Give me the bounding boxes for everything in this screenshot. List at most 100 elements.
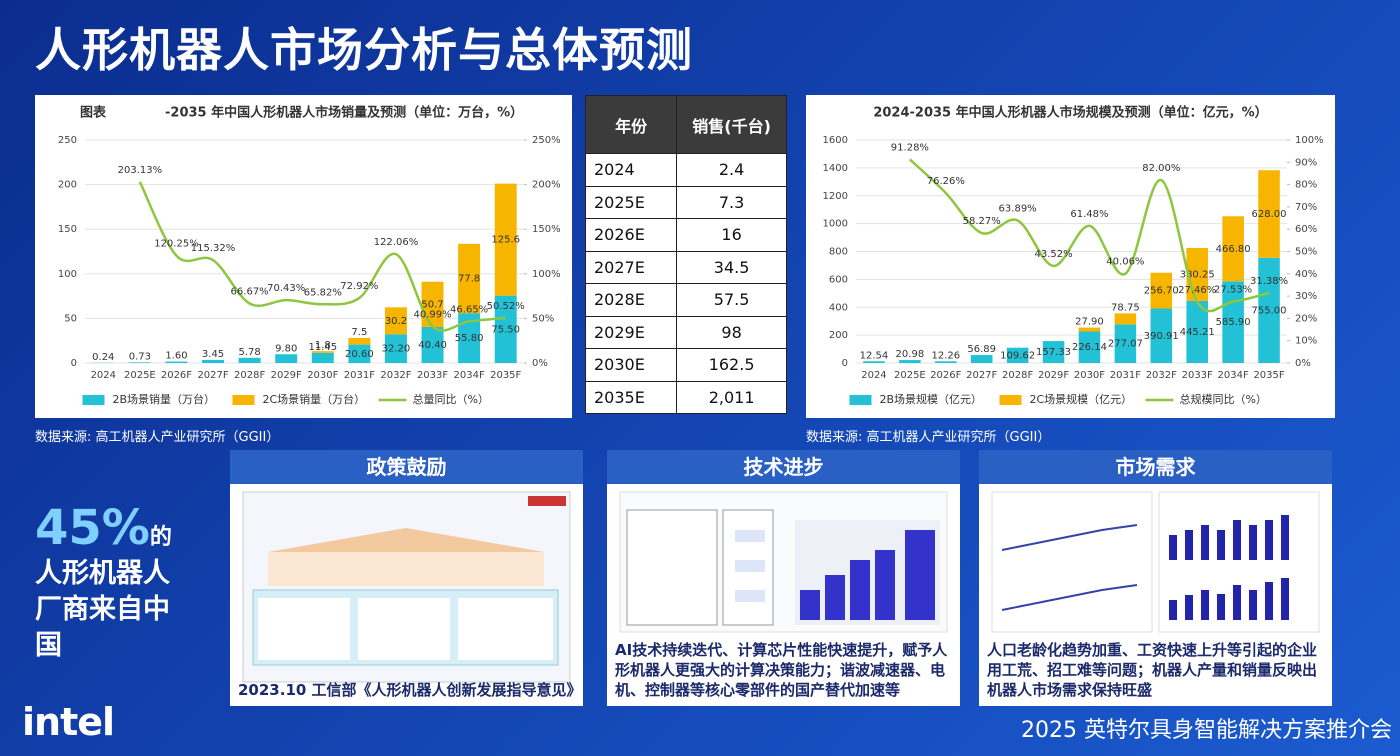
bar-segment [899, 360, 921, 363]
data-label: 256.70 [1144, 286, 1179, 297]
data-label: 30.2 [385, 316, 407, 327]
bar-segment [238, 357, 261, 363]
data-label: 11.45 [308, 342, 337, 353]
bar-segment [494, 295, 517, 363]
table-cell: 57.5 [676, 283, 787, 317]
bar-segment [128, 362, 151, 363]
x-tick-label: 2027F [197, 370, 228, 381]
panel-image [242, 491, 571, 683]
bar-segment [311, 351, 334, 353]
bar-segment [1078, 331, 1101, 363]
y-tick-label: 250 [58, 135, 77, 146]
bar-segment [1150, 308, 1173, 363]
data-label: 466.80 [1216, 244, 1251, 255]
table-cell: 2030E [584, 348, 678, 382]
line-label: 76.26% [927, 176, 965, 187]
bar-segment [494, 183, 517, 296]
data-label: 3.45 [202, 349, 224, 360]
bar-segment [165, 361, 188, 363]
line-label: 120.25% [154, 239, 199, 250]
line-label: 46.65% [450, 304, 488, 315]
table-cell: 34.5 [676, 250, 787, 284]
bar-segment [1150, 272, 1173, 309]
x-tick-label: 2026F [930, 370, 961, 381]
bar-segment [1042, 341, 1065, 363]
y2-tick-label: 150% [532, 224, 561, 235]
data-label: 56.89 [967, 344, 996, 355]
y-tick-label: 1200 [823, 191, 848, 202]
x-tick-label: 2033F [1182, 370, 1213, 381]
y2-tick-label: 100% [1295, 135, 1324, 146]
bar-segment [1114, 324, 1137, 363]
panel-image [619, 491, 948, 633]
y-tick-label: 800 [829, 247, 848, 258]
bar-segment [863, 361, 885, 363]
table-cell: 2027E [584, 250, 678, 284]
panel: 市场需求 人口老龄化趋势加重、工资快速上升等引起的企业用工荒、招工难等问题；机器… [979, 450, 1332, 706]
table-cell: 2025E [584, 185, 678, 219]
table-cell: 2029E [584, 315, 678, 349]
bar-segment [311, 352, 334, 363]
data-label: 1.8 [315, 340, 331, 351]
line-label: 70.43% [267, 283, 305, 294]
y-tick-label: 0 [842, 358, 848, 369]
table-cell: 2026E [584, 218, 678, 252]
line-label: 40.06% [1106, 257, 1144, 268]
data-label: 12.54 [860, 350, 889, 361]
data-label: 9.80 [275, 343, 297, 354]
data-label: 0.73 [129, 351, 151, 362]
source-note: 数据来源: 高工机器人产业研究所（GGII） [806, 430, 1051, 445]
chart-title: -2035 年中国人形机器人市场销量及预测（单位：万台，%） [165, 105, 523, 121]
bar-segment [202, 359, 225, 363]
x-tick-label: 2034F [1218, 370, 1249, 381]
line-label: 91.28% [891, 142, 929, 153]
data-label: 32.20 [382, 344, 411, 355]
line-label: 66.67% [231, 287, 269, 298]
sales-table: 年份 销售(千台) 2024 2.4 2025E 7.3 2026E 16 2027E 34.5 2… [584, 95, 787, 414]
data-label: 5.78 [238, 347, 260, 358]
y2-tick-label: 30% [1295, 291, 1317, 302]
legend-label: 2B场景销量（万台） [113, 392, 216, 406]
table-cell: 2028E [584, 283, 678, 317]
table-row: 2030E 162.5 [584, 348, 787, 382]
legend-label: 2B场景规模（亿元） [880, 392, 983, 406]
y-tick-label: 200 [58, 180, 77, 191]
y2-tick-label: 70% [1295, 202, 1317, 213]
x-tick-label: 2031F [1110, 370, 1141, 381]
y-tick-label: 0 [71, 358, 77, 369]
y2-tick-label: 50% [532, 313, 554, 324]
x-tick-label: 2030F [1074, 370, 1105, 381]
table-cell: 2024 [584, 153, 678, 187]
line-label: 40.99% [413, 309, 451, 320]
bar-segment [1258, 170, 1280, 258]
bar-segment [348, 344, 371, 363]
line-label: 27.53% [1214, 285, 1252, 296]
data-label: 20.60 [345, 349, 374, 360]
x-tick-label: 2025E [124, 370, 156, 381]
logo: intel [22, 700, 115, 744]
sales-chart: 图表 -2035 年中国人形机器人市场销量及预测（单位：万台，%） 0 50 100 15… [35, 95, 572, 418]
y2-tick-label: 40% [1295, 269, 1317, 280]
data-label: 50.7 [421, 299, 443, 310]
panel-title: 技术进步 [607, 450, 960, 484]
x-tick-label: 2029F [1038, 370, 1069, 381]
table-cell: 2,011 [676, 380, 787, 414]
figure-label: 图表 [80, 105, 107, 121]
panel: 政策鼓励 2023.10 工信部《人形机器人创新发展指导意见》 [230, 450, 583, 706]
bar-segment [1114, 313, 1137, 325]
y2-tick-label: 50% [1295, 247, 1317, 258]
line-label: 43.52% [1034, 249, 1072, 260]
table-row: 2024 2.4 [584, 153, 787, 187]
line-series [138, 181, 506, 332]
y2-tick-label: 80% [1295, 180, 1317, 191]
legend-label: 2C场景规模（亿元） [1030, 392, 1133, 406]
table-row: 2026E 16 [584, 218, 787, 252]
chart-title: 2024-2035 年中国人形机器人市场规模及预测（单位：亿元，%） [873, 105, 1267, 121]
stat-suffix: 的 [149, 525, 172, 550]
x-tick-label: 2028F [1002, 370, 1033, 381]
y-tick-label: 1400 [823, 163, 848, 174]
x-tick-label: 2030F [307, 370, 338, 381]
line-label: 65.82% [304, 287, 342, 298]
y2-tick-label: 0% [532, 358, 548, 369]
